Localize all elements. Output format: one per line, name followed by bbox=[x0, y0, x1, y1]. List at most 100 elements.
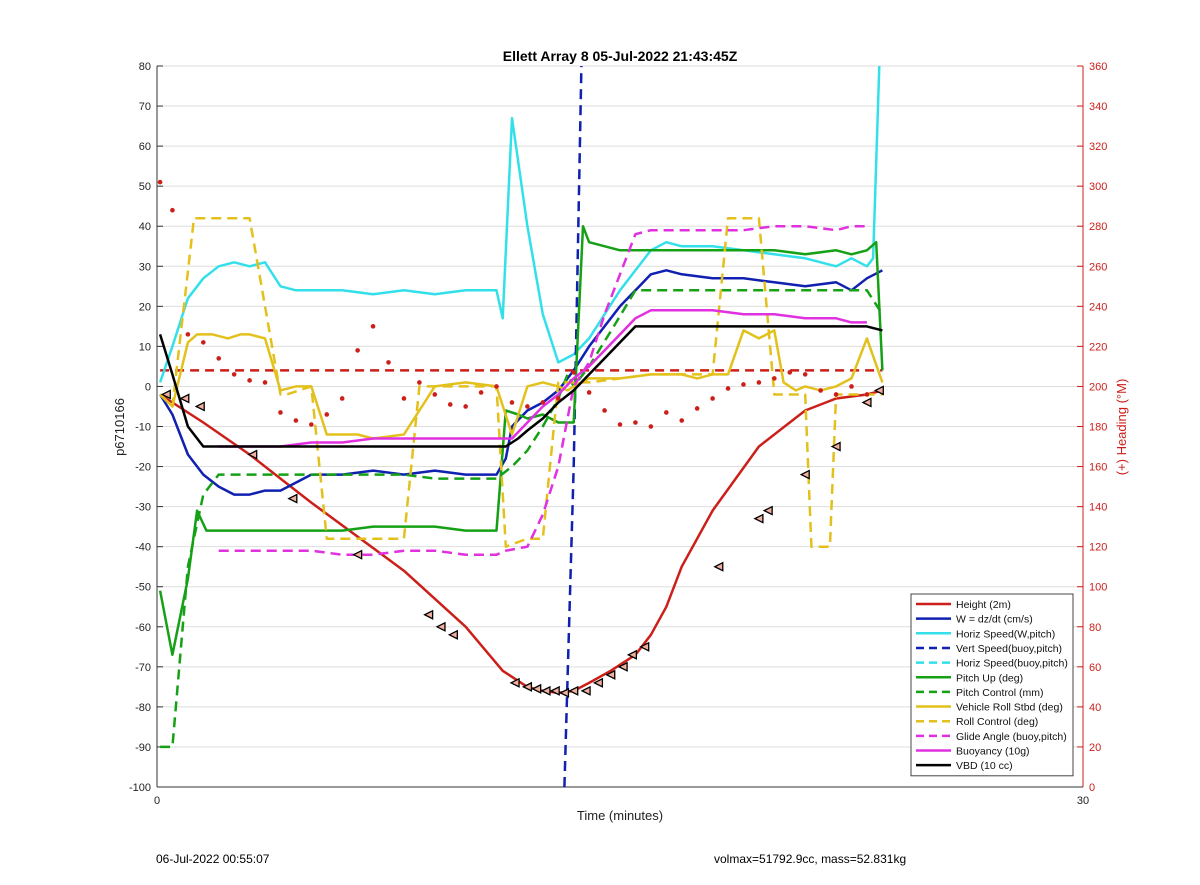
heading-point bbox=[432, 392, 438, 397]
heading-point bbox=[772, 376, 777, 381]
series-line-9 bbox=[218, 224, 867, 556]
heading-point bbox=[555, 396, 561, 401]
direction-marker bbox=[558, 687, 570, 698]
heading-point bbox=[802, 372, 808, 377]
heading-point bbox=[309, 422, 314, 427]
direction-marker bbox=[179, 393, 190, 404]
direction-marker bbox=[713, 561, 724, 572]
direction-marker bbox=[830, 441, 841, 452]
direction-marker bbox=[531, 683, 542, 694]
y2-tick-label: 140 bbox=[1089, 502, 1107, 514]
heading-point bbox=[679, 418, 685, 423]
chart-title: Ellett Array 8 05-Jul-2022 21:43:45Z bbox=[503, 48, 738, 64]
heading-point bbox=[571, 370, 576, 375]
direction-marker bbox=[509, 677, 520, 688]
y-tick-label: -70 bbox=[135, 662, 151, 674]
legend-label: Vehicle Roll Stbd (deg) bbox=[956, 702, 1063, 714]
legend-label: Pitch Control (mm) bbox=[956, 687, 1044, 699]
series-line-10 bbox=[218, 309, 867, 448]
heading-point bbox=[494, 384, 499, 389]
y2-tick-label: 80 bbox=[1089, 622, 1101, 634]
legend-label: Roll Control (deg) bbox=[956, 716, 1038, 728]
legend-label: W = dz/dt (cm/s) bbox=[956, 614, 1033, 626]
y2-tick-label: 100 bbox=[1089, 582, 1107, 594]
direction-marker bbox=[549, 685, 560, 696]
heading-point bbox=[694, 406, 700, 411]
heading-point bbox=[664, 410, 669, 415]
heading-point bbox=[833, 392, 839, 397]
direction-marker bbox=[861, 397, 872, 408]
y2-tick-label: 300 bbox=[1089, 181, 1107, 193]
heading-point bbox=[525, 404, 530, 409]
heading-point bbox=[216, 356, 222, 361]
heading-point bbox=[787, 370, 793, 375]
series-line-11 bbox=[158, 325, 883, 448]
y-tick-label: -80 bbox=[135, 702, 151, 714]
series-line-1 bbox=[159, 269, 883, 496]
heading-point bbox=[157, 179, 163, 185]
heading-point bbox=[324, 412, 330, 417]
footer-summary: volmax=51792.9cc, mass=52.831kg bbox=[714, 852, 907, 866]
y-tick-label: 20 bbox=[139, 301, 151, 313]
heading-point bbox=[293, 418, 299, 423]
direction-marker bbox=[423, 609, 434, 620]
heading-point bbox=[756, 380, 762, 385]
legend-label: Buoyancy (10g) bbox=[956, 746, 1030, 758]
heading-point bbox=[339, 396, 345, 401]
direction-marker bbox=[617, 661, 628, 672]
y2-tick-label: 20 bbox=[1089, 742, 1101, 754]
y2-tick-label: 160 bbox=[1089, 462, 1107, 474]
legend-label: VBD (10 cc) bbox=[956, 760, 1013, 772]
direction-marker bbox=[447, 629, 458, 640]
heading-point bbox=[648, 424, 654, 429]
legend-label: Horiz Speed(W,pitch) bbox=[956, 628, 1055, 640]
y2-tick-label: 200 bbox=[1089, 381, 1107, 393]
direction-marker bbox=[160, 389, 171, 400]
direction-marker bbox=[568, 685, 579, 696]
axes: 80706050403020100-10-20-30-40-50-60-70-8… bbox=[129, 61, 1107, 807]
y2-tick-label: 240 bbox=[1089, 301, 1107, 313]
y-tick-label: 0 bbox=[145, 381, 151, 393]
y2-tick-label: 280 bbox=[1089, 221, 1107, 233]
x-tick-label: 30 bbox=[1077, 795, 1089, 807]
heading-point bbox=[509, 400, 515, 405]
heading-point bbox=[633, 420, 638, 425]
heading-point bbox=[617, 422, 623, 427]
y2-tick-label: 260 bbox=[1089, 261, 1107, 273]
y-tick-label: -100 bbox=[129, 782, 151, 794]
y2-axis-label: (+) Heading (°M) bbox=[1114, 379, 1129, 476]
legend-label: Glide Angle (buoy,pitch) bbox=[956, 731, 1067, 743]
heading-point bbox=[725, 386, 731, 391]
y-tick-label: -20 bbox=[135, 462, 151, 474]
y-axis-label: p6710166 bbox=[112, 398, 127, 456]
y-tick-label: -90 bbox=[135, 742, 151, 754]
y-tick-label: 70 bbox=[139, 101, 151, 113]
y2-tick-label: 340 bbox=[1089, 101, 1107, 113]
direction-marker bbox=[873, 385, 884, 396]
legend-label: Horiz Speed(buoy,pitch) bbox=[956, 658, 1068, 670]
heading-point bbox=[278, 410, 283, 415]
x-axis-label: Time (minutes) bbox=[577, 808, 663, 823]
direction-marker bbox=[435, 621, 446, 632]
legend-box bbox=[910, 593, 1074, 777]
y2-tick-label: 40 bbox=[1089, 702, 1101, 714]
y-tick-label: 50 bbox=[139, 181, 151, 193]
y2-tick-label: 0 bbox=[1089, 782, 1095, 794]
legend: Height (2m) W = dz/dt (cm/s) Horiz Speed(W… bbox=[910, 593, 1074, 777]
legend-label: Height (2m) bbox=[956, 599, 1011, 611]
direction-marker bbox=[580, 685, 591, 696]
heading-point bbox=[201, 340, 206, 345]
heading-point bbox=[447, 402, 453, 407]
footer-timestamp: 06-Jul-2022 00:55:07 bbox=[156, 852, 270, 866]
series-line-2 bbox=[158, 65, 881, 383]
y-tick-label: -30 bbox=[135, 502, 151, 514]
heading-point bbox=[478, 390, 484, 395]
y-tick-label: -10 bbox=[135, 422, 151, 434]
y-tick-label: 30 bbox=[139, 261, 151, 273]
direction-marker bbox=[247, 449, 258, 460]
direction-marker bbox=[352, 549, 363, 560]
heading-point bbox=[417, 380, 422, 385]
heading-point bbox=[185, 332, 191, 337]
y2-tick-label: 60 bbox=[1089, 662, 1101, 674]
